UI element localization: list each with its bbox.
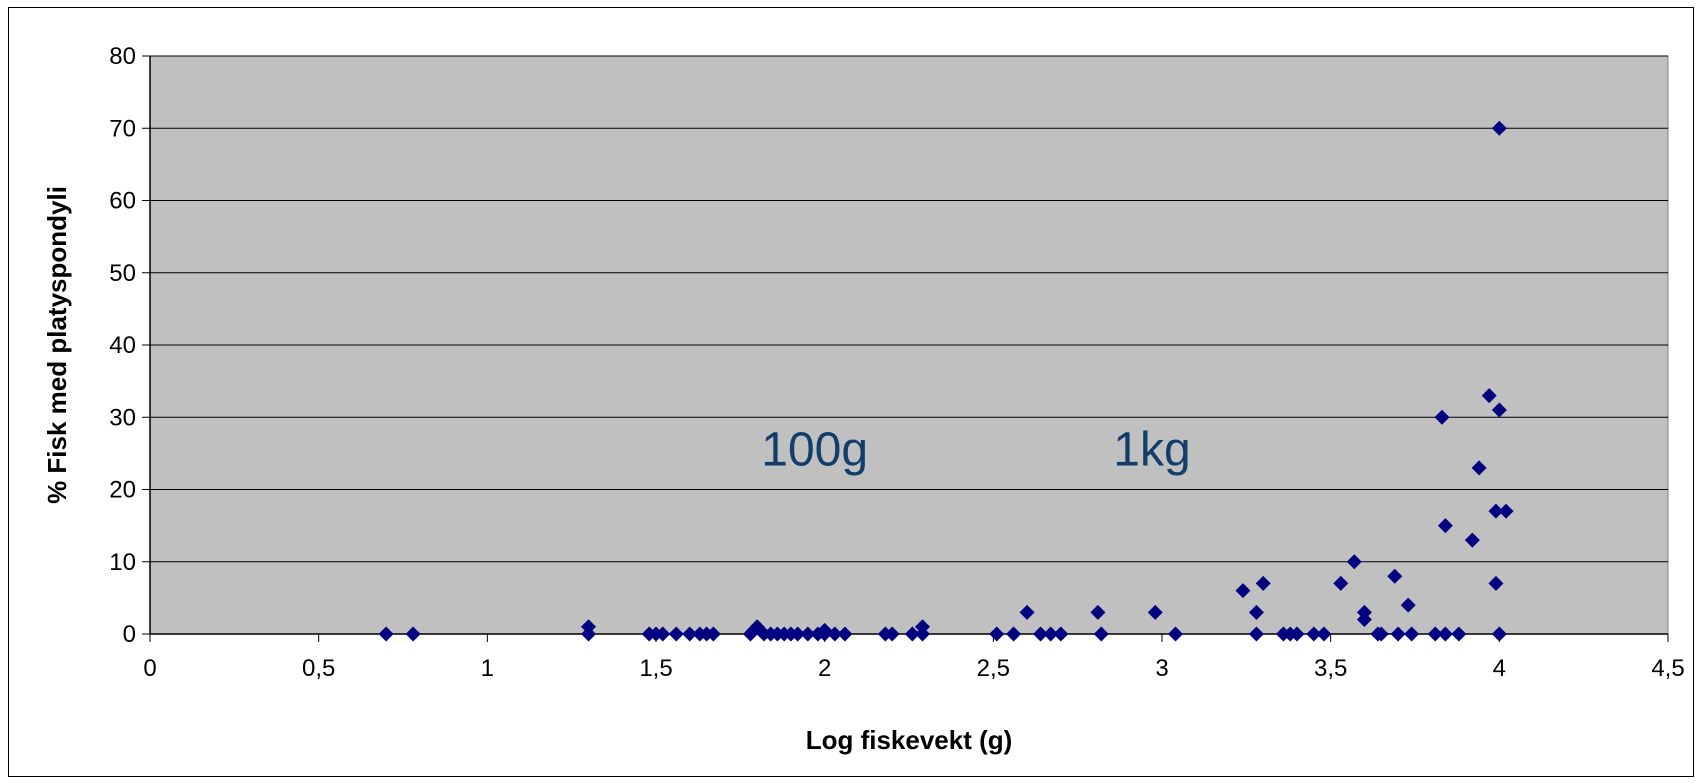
y-axis-title: % Fisk med platyspondyli [42, 186, 72, 504]
x-axis: 0 0,5 1 1,5 2 2,5 3 3,5 4 4,5 [143, 633, 1685, 682]
annotation-label: 1kg [1113, 423, 1190, 476]
data-point [705, 626, 721, 642]
data-point [1033, 626, 1049, 642]
data-point [1167, 626, 1183, 642]
data-point [904, 626, 920, 642]
data-point [1346, 554, 1362, 570]
y-tick-label: 40 [109, 332, 136, 359]
annotations: 100g 1kg [761, 423, 1190, 476]
data-point [790, 626, 806, 642]
data-point [914, 626, 930, 642]
data-point [1434, 409, 1450, 425]
data-points [378, 120, 1514, 642]
data-point [1481, 388, 1497, 404]
data-point [1404, 626, 1420, 642]
data-point [1248, 626, 1264, 642]
data-point [1043, 626, 1059, 642]
y-axis: 0 10 20 30 40 50 60 70 80 [109, 43, 151, 648]
data-point [1437, 518, 1453, 534]
data-point [1373, 626, 1389, 642]
x-tick-label: 4,5 [1651, 655, 1684, 682]
data-point [1427, 626, 1443, 642]
x-tick-label: 1 [481, 655, 494, 682]
data-point [1491, 120, 1507, 136]
data-point [682, 626, 698, 642]
data-point [655, 626, 671, 642]
data-point [1306, 626, 1322, 642]
x-tick-label: 4 [1493, 655, 1506, 682]
data-point [1093, 626, 1109, 642]
x-axis-title: Log fiskevekt (g) [806, 725, 1013, 755]
x-tick-label: 2,5 [977, 655, 1010, 682]
data-point [1488, 575, 1504, 591]
data-point [1437, 626, 1453, 642]
y-tick-label: 30 [109, 404, 136, 431]
data-point [1019, 604, 1035, 620]
data-point [989, 626, 1005, 642]
data-point [1471, 460, 1487, 476]
data-point [405, 626, 421, 642]
y-tick-label: 10 [109, 549, 136, 576]
annotation-label: 100g [761, 423, 868, 476]
data-point [1390, 626, 1406, 642]
data-point [1387, 568, 1403, 584]
data-point [800, 626, 816, 642]
x-tick-label: 2 [818, 655, 831, 682]
data-point [1333, 575, 1349, 591]
y-tick-label: 80 [109, 43, 136, 70]
data-point [1498, 503, 1514, 519]
data-point [827, 626, 843, 642]
data-point [1356, 612, 1372, 628]
y-tick-label: 70 [109, 115, 136, 142]
data-point [1255, 575, 1271, 591]
data-point [1316, 626, 1332, 642]
data-point [581, 626, 597, 642]
data-point [378, 626, 394, 642]
data-point [1006, 626, 1022, 642]
grid-lines [150, 55, 1668, 563]
data-point [1053, 626, 1069, 642]
data-point [837, 626, 853, 642]
data-point [1400, 597, 1416, 613]
data-point [1147, 604, 1163, 620]
data-point [1451, 626, 1467, 642]
data-point [668, 626, 684, 642]
data-point [1491, 402, 1507, 418]
y-tick-label: 50 [109, 260, 136, 287]
data-point [1464, 532, 1480, 548]
x-tick-label: 0,5 [302, 655, 335, 682]
data-point [1491, 626, 1507, 642]
data-point [1289, 626, 1305, 642]
data-point [1235, 583, 1251, 599]
x-tick-label: 3,5 [1314, 655, 1347, 682]
y-tick-label: 60 [109, 188, 136, 215]
y-tick-label: 0 [123, 621, 136, 648]
data-point [1248, 604, 1264, 620]
y-tick-label: 20 [109, 477, 136, 504]
x-tick-label: 3 [1155, 655, 1168, 682]
data-point [1090, 604, 1106, 620]
data-point [884, 626, 900, 642]
x-tick-label: 1,5 [639, 655, 672, 682]
data-point [1488, 503, 1504, 519]
x-tick-label: 0 [143, 655, 156, 682]
